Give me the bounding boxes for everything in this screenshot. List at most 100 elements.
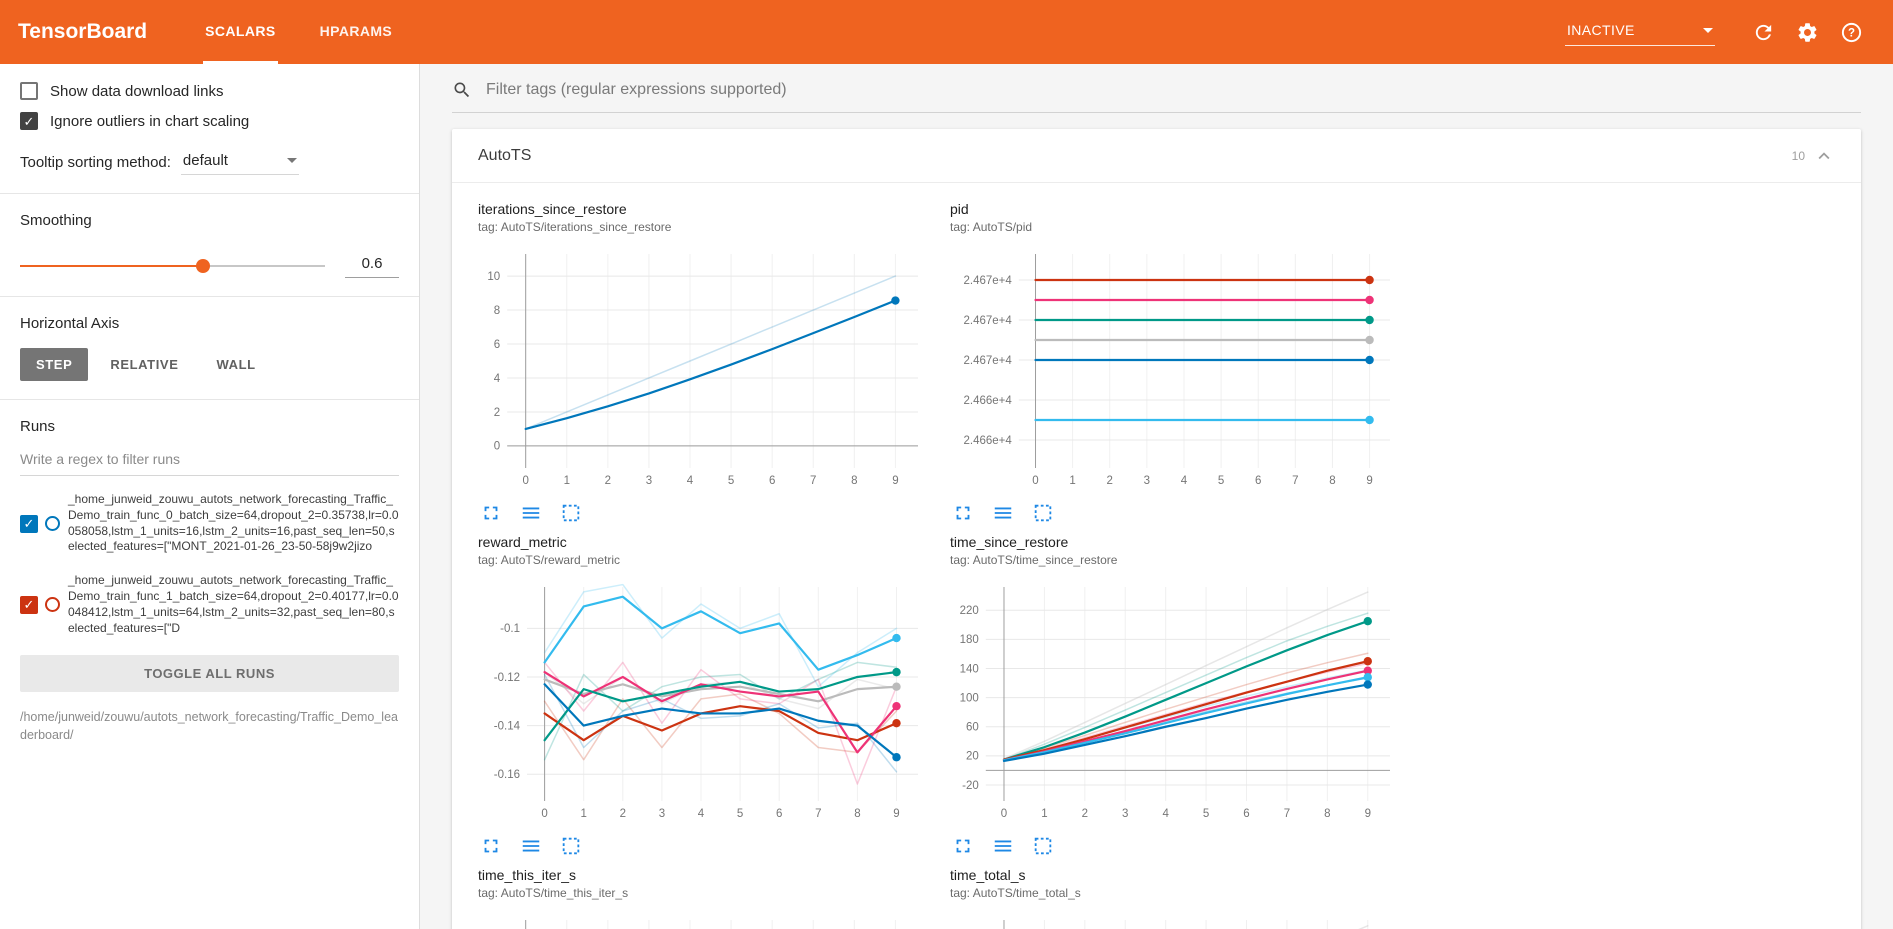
runs-list: _home_junweid_zouwu_autots_network_forec… (20, 492, 399, 637)
svg-text:2: 2 (494, 407, 500, 419)
chart-plot[interactable]: 0 1 2 3 4 5 6 7 8 9 2.467e+4 2.467e+4 2.467e+4 2.466e… (950, 242, 1402, 494)
header-tabs: SCALARS HPARAMS (203, 0, 394, 64)
horizontal-axis-buttons: STEP RELATIVE WALL (20, 348, 399, 381)
run-item[interactable]: _home_junweid_zouwu_autots_network_forec… (20, 492, 399, 555)
expand-chart-icon[interactable] (952, 835, 974, 857)
horizontal-axis-label: Horizontal Axis (20, 315, 120, 332)
svg-text:3: 3 (646, 475, 652, 487)
smoothing-slider[interactable] (20, 258, 325, 273)
axis-option-step[interactable]: STEP (20, 348, 89, 381)
gear-icon (1798, 22, 1816, 42)
tag-filter-input[interactable] (484, 80, 1861, 100)
status-label: INACTIVE (1567, 22, 1635, 38)
fit-domain-icon[interactable] (560, 835, 582, 857)
svg-text:10: 10 (487, 271, 500, 283)
svg-text:3: 3 (1122, 808, 1128, 820)
chart-card: time_this_iter_s tag: AutoTS/time_this_i… (478, 867, 930, 929)
runs-selector-icon[interactable] (992, 502, 1014, 524)
expand-chart-icon[interactable] (952, 502, 974, 524)
svg-text:-20: -20 (962, 780, 979, 792)
tab-hparams[interactable]: HPARAMS (319, 22, 393, 39)
run-controls (20, 514, 60, 533)
slider-thumb[interactable] (196, 258, 210, 273)
settings-button[interactable] (1794, 19, 1820, 45)
svg-text:140: 140 (960, 663, 979, 675)
section-header[interactable]: AutoTS 10 (452, 129, 1861, 183)
svg-text:0: 0 (1032, 475, 1038, 487)
chevron-up-icon[interactable] (1813, 145, 1835, 167)
svg-text:3: 3 (1144, 475, 1150, 487)
runs-filter-input[interactable] (20, 445, 399, 476)
svg-text:5: 5 (728, 475, 734, 487)
chart-tag: tag: AutoTS/reward_metric (478, 553, 621, 567)
tab-scalars[interactable]: SCALARS (203, 0, 278, 64)
refresh-icon (1755, 24, 1771, 40)
svg-text:2: 2 (1107, 475, 1113, 487)
svg-text:1: 1 (1041, 808, 1047, 820)
chart-tag: tag: AutoTS/time_this_iter_s (478, 886, 629, 900)
svg-text:7: 7 (1284, 808, 1290, 820)
chart-tag: tag: AutoTS/time_since_restore (950, 553, 1118, 567)
app-header: TensorBoard SCALARS HPARAMS INACTIVE ? (0, 0, 1893, 64)
svg-text:1: 1 (580, 808, 586, 820)
show-download-checkbox[interactable] (20, 82, 38, 100)
runs-selector-icon[interactable] (992, 835, 1014, 857)
expand-chart-icon[interactable] (480, 835, 502, 857)
svg-text:20: 20 (966, 751, 979, 763)
chart-plot[interactable]: 0 1 2 3 4 5 6 7 8 9 -0.1 -0.12 -0.14 -0.16 (478, 575, 930, 827)
runs-selector-icon[interactable] (520, 835, 542, 857)
axis-option-wall[interactable]: WALL (200, 348, 271, 381)
svg-text:6: 6 (769, 475, 775, 487)
svg-text:?: ? (1847, 27, 1854, 39)
chevron-down-icon (286, 158, 297, 163)
toggle-all-runs-button[interactable]: TOGGLE ALL RUNS (20, 654, 399, 692)
run-radio[interactable] (45, 516, 60, 532)
show-download-label: Show data download links (50, 82, 224, 100)
ignore-outliers-checkbox[interactable] (20, 112, 38, 130)
svg-text:4: 4 (1162, 808, 1169, 820)
svg-text:2.467e+4: 2.467e+4 (964, 355, 1013, 367)
help-button[interactable]: ? (1838, 19, 1864, 45)
run-checkbox[interactable] (20, 595, 38, 614)
chart-title: iterations_since_restore (478, 201, 627, 217)
chart-plot[interactable]: 0 1 2 3 4 5 6 7 8 9 10 8 6 4 2 0 (478, 242, 930, 494)
svg-text:9: 9 (893, 808, 899, 820)
fit-domain-icon[interactable] (1032, 502, 1054, 524)
svg-text:2: 2 (620, 808, 626, 820)
fit-domain-icon[interactable] (560, 502, 582, 524)
svg-text:6: 6 (1243, 808, 1249, 820)
svg-text:6: 6 (776, 808, 782, 820)
charts-grid: iterations_since_restore tag: AutoTS/ite… (452, 183, 1861, 929)
run-name: _home_junweid_zouwu_autots_network_forec… (68, 573, 399, 635)
run-radio[interactable] (45, 597, 60, 613)
run-controls (20, 595, 60, 614)
chart-card: time_total_s tag: AutoTS/time_total_s 01… (950, 867, 1402, 929)
ignore-outliers-row[interactable]: Ignore outliers in chart scaling (20, 112, 399, 130)
main-content: AutoTS 10 iterations_since_restore tag: … (420, 64, 1893, 929)
show-download-row[interactable]: Show data download links (20, 82, 399, 100)
refresh-button[interactable] (1750, 19, 1776, 45)
status-dropdown[interactable]: INACTIVE (1565, 18, 1715, 46)
tag-filter (452, 80, 1861, 113)
run-item[interactable]: _home_junweid_zouwu_autots_network_forec… (20, 573, 399, 636)
svg-text:-0.16: -0.16 (494, 769, 520, 781)
axis-option-relative[interactable]: RELATIVE (94, 348, 194, 381)
svg-text:180: 180 (960, 634, 979, 646)
app-title: TensorBoard (18, 20, 148, 43)
chart-plot[interactable]: 01234567893020100 (478, 908, 930, 929)
expand-chart-icon[interactable] (480, 502, 502, 524)
smoothing-value[interactable]: 0.6 (345, 253, 399, 278)
svg-text:-0.12: -0.12 (494, 672, 520, 684)
run-checkbox[interactable] (20, 514, 38, 533)
section-title: AutoTS (478, 146, 532, 164)
horizontal-axis-section: Horizontal Axis STEP RELATIVE WALL (0, 297, 419, 400)
fit-domain-icon[interactable] (1032, 835, 1054, 857)
chart-tag: tag: AutoTS/pid (950, 220, 1033, 234)
ignore-outliers-label: Ignore outliers in chart scaling (50, 112, 250, 130)
runs-selector-icon[interactable] (520, 502, 542, 524)
log-directory-path: /home/junweid/zouwu/autots_network_forec… (20, 709, 398, 742)
svg-text:0: 0 (522, 475, 528, 487)
tooltip-sorting-select[interactable]: default (180, 150, 299, 175)
